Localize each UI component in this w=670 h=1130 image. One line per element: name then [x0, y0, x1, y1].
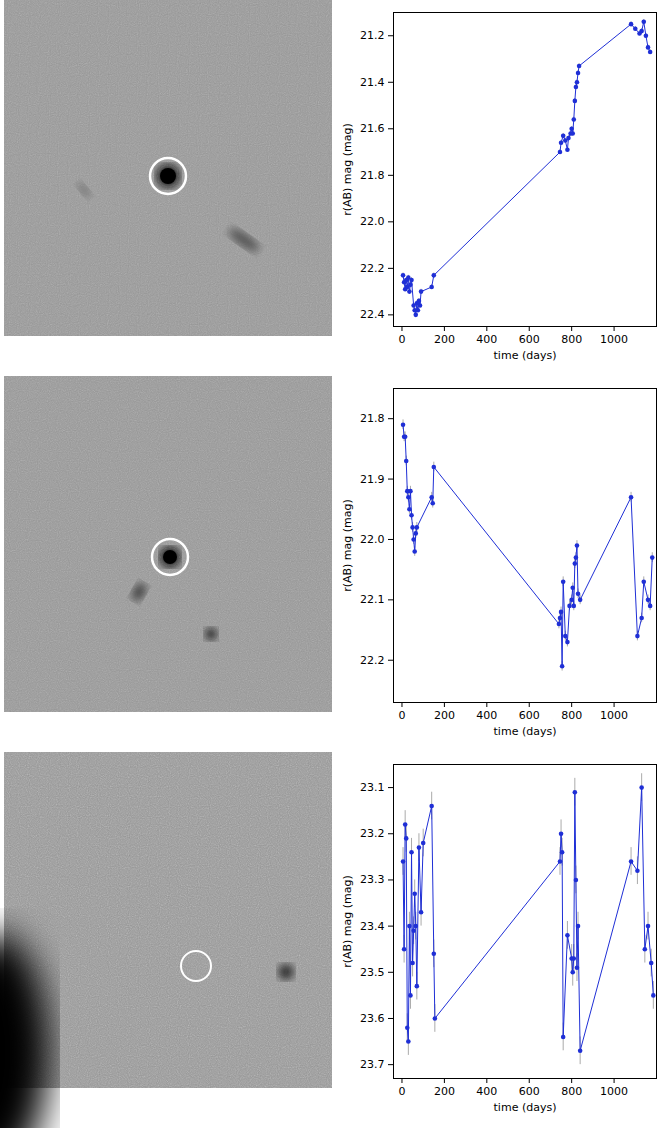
svg-text:time (days): time (days)	[494, 1101, 557, 1114]
svg-text:800: 800	[561, 1085, 582, 1098]
svg-text:1000: 1000	[600, 709, 628, 722]
svg-text:time (days): time (days)	[494, 725, 557, 738]
svg-text:22.0: 22.0	[360, 533, 385, 546]
svg-text:23.7: 23.7	[360, 1058, 385, 1071]
svg-text:400: 400	[476, 1085, 497, 1098]
svg-text:400: 400	[476, 709, 497, 722]
svg-text:22.2: 22.2	[360, 654, 385, 667]
svg-text:600: 600	[519, 709, 540, 722]
svg-text:23.1: 23.1	[360, 781, 385, 794]
svg-text:800: 800	[561, 333, 582, 346]
svg-text:r(AB) mag (mag): r(AB) mag (mag)	[341, 123, 354, 216]
svg-text:22.2: 22.2	[360, 262, 385, 275]
svg-text:600: 600	[519, 1085, 540, 1098]
svg-text:22.0: 22.0	[360, 215, 385, 228]
svg-text:21.6: 21.6	[360, 122, 385, 135]
svg-text:r(AB) mag (mag): r(AB) mag (mag)	[341, 499, 354, 592]
svg-text:0: 0	[398, 709, 405, 722]
svg-text:1000: 1000	[600, 1085, 628, 1098]
svg-text:23.2: 23.2	[360, 827, 385, 840]
svg-text:200: 200	[434, 333, 455, 346]
svg-text:200: 200	[434, 709, 455, 722]
svg-text:23.5: 23.5	[360, 966, 385, 979]
svg-text:21.2: 21.2	[360, 29, 385, 42]
svg-text:r(AB) mag (mag): r(AB) mag (mag)	[341, 875, 354, 968]
svg-text:200: 200	[434, 1085, 455, 1098]
svg-text:23.4: 23.4	[360, 920, 385, 933]
svg-text:400: 400	[476, 333, 497, 346]
svg-text:22.4: 22.4	[360, 308, 385, 321]
svg-text:1000: 1000	[600, 333, 628, 346]
svg-text:23.3: 23.3	[360, 873, 385, 886]
svg-text:23.6: 23.6	[360, 1012, 385, 1025]
svg-text:600: 600	[519, 333, 540, 346]
svg-text:21.8: 21.8	[360, 169, 385, 182]
svg-text:0: 0	[398, 1085, 405, 1098]
svg-text:22.1: 22.1	[360, 593, 385, 606]
svg-text:21.4: 21.4	[360, 76, 385, 89]
svg-text:21.9: 21.9	[360, 473, 385, 486]
svg-text:time (days): time (days)	[494, 349, 557, 362]
svg-text:21.8: 21.8	[360, 412, 385, 425]
svg-text:0: 0	[398, 333, 405, 346]
svg-text:800: 800	[561, 709, 582, 722]
